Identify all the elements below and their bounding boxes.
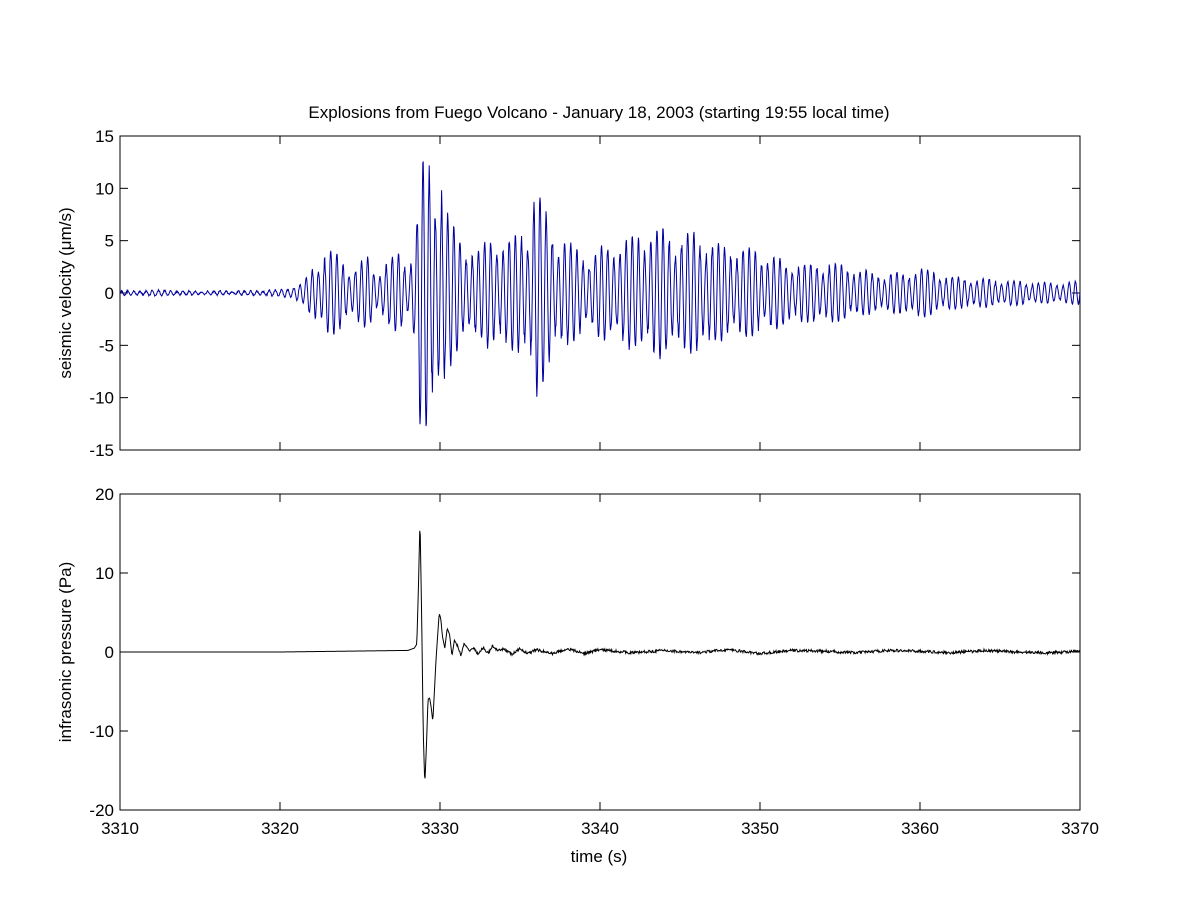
seismic-panel: -15 -10 -5 0 5 10 15: [89, 127, 1081, 460]
y-tick-label: 0: [105, 643, 114, 662]
x-tick-label: 3370: [1061, 819, 1099, 838]
y-tick-label: -15: [89, 441, 114, 460]
x-tick-label: 3320: [261, 819, 299, 838]
x-tick-label: 3360: [901, 819, 939, 838]
y-tick-label: 0: [105, 284, 114, 303]
infrasound-panel: 3310 3320 3330 3340 3350 3360 3370 -20 -10 0 10 20: [89, 485, 1098, 838]
y-tick-label: 5: [105, 232, 114, 251]
chart-title: Explosions from Fuego Volcano - January …: [308, 103, 889, 122]
waveform-trace-1: [120, 530, 1081, 779]
x-tick-label: 3340: [581, 819, 619, 838]
x-tick-label: 3310: [101, 819, 139, 838]
x-tick-label: 3330: [421, 819, 459, 838]
y-tick-label: 10: [95, 179, 114, 198]
waveform-trace-0: [119, 160, 1081, 427]
x-tick-label: 3350: [741, 819, 779, 838]
y-tick-label: 20: [95, 485, 114, 504]
y-tick-label: -10: [89, 722, 114, 741]
time-x-axis-label: time (s): [571, 847, 628, 866]
infrasound-y-axis-label: infrasonic pressure (Pa): [56, 562, 75, 742]
y-tick-label: 10: [95, 564, 114, 583]
y-tick-label: 15: [95, 127, 114, 146]
y-tick-label: -20: [89, 801, 114, 820]
y-tick-label: -5: [99, 336, 114, 355]
seismic-y-axis-label: seismic velocity (μm/s): [56, 207, 75, 378]
y-tick-label: -10: [89, 389, 114, 408]
